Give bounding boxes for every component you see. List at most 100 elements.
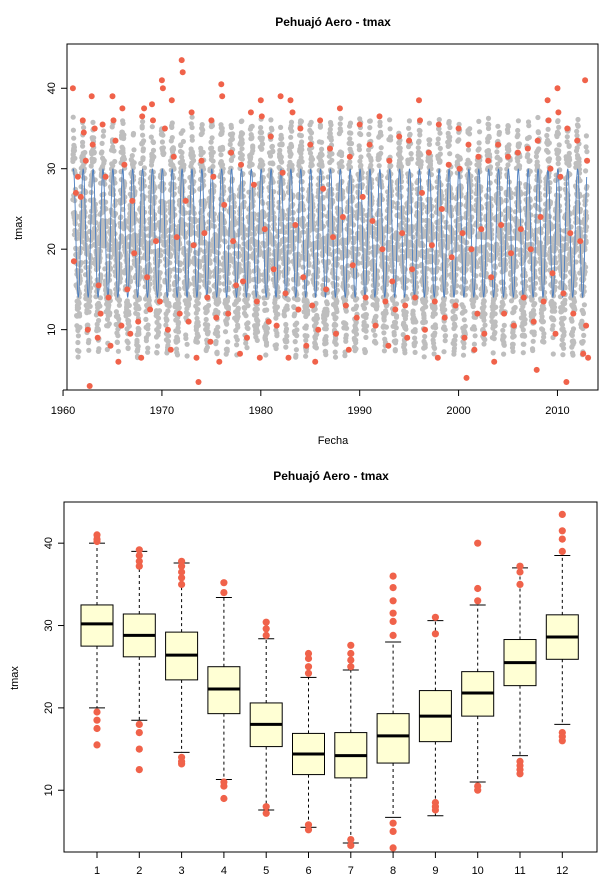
- background-point: [283, 344, 289, 350]
- background-point: [350, 222, 357, 228]
- background-point: [360, 218, 366, 224]
- background-point: [284, 339, 290, 345]
- background-point: [200, 127, 206, 133]
- background-point: [340, 194, 346, 200]
- background-point: [300, 264, 306, 270]
- background-point: [334, 275, 340, 281]
- background-point: [156, 322, 162, 328]
- background-point: [120, 189, 126, 195]
- background-point: [343, 308, 349, 314]
- background-point: [245, 320, 251, 326]
- background-point: [367, 118, 373, 124]
- background-point: [338, 128, 344, 134]
- background-point: [132, 216, 139, 222]
- background-point: [245, 325, 251, 332]
- background-point: [174, 352, 181, 358]
- background-point: [71, 135, 77, 141]
- background-point: [378, 145, 384, 151]
- background-point: [157, 247, 163, 253]
- background-point: [353, 337, 359, 343]
- background-point: [220, 176, 226, 182]
- background-point: [379, 196, 385, 203]
- background-point: [369, 198, 375, 204]
- background-point: [206, 302, 212, 309]
- background-point: [290, 229, 296, 235]
- background-point: [307, 182, 314, 188]
- background-point: [216, 261, 222, 267]
- background-point: [199, 122, 205, 128]
- background-point: [101, 128, 107, 134]
- background-point: [251, 191, 257, 197]
- background-point: [462, 308, 468, 314]
- background-point: [96, 346, 102, 352]
- background-point: [288, 175, 294, 181]
- background-point: [75, 339, 81, 346]
- background-point: [358, 131, 364, 138]
- background-point: [383, 324, 389, 330]
- background-point: [110, 191, 117, 198]
- background-point: [190, 205, 196, 211]
- background-point: [263, 352, 269, 358]
- background-point: [195, 300, 201, 306]
- background-point: [353, 346, 359, 352]
- background-point: [418, 152, 424, 158]
- background-point: [333, 322, 339, 328]
- background-point: [145, 349, 151, 355]
- background-point: [205, 329, 211, 335]
- background-point: [423, 304, 429, 310]
- background-point: [467, 160, 473, 166]
- background-point: [320, 175, 326, 181]
- background-point: [162, 213, 168, 220]
- background-point: [164, 317, 170, 323]
- background-point: [182, 234, 188, 240]
- background-point: [419, 202, 425, 208]
- background-point: [255, 318, 261, 324]
- background-point: [364, 276, 370, 283]
- background-point: [441, 302, 447, 308]
- background-point: [443, 289, 449, 295]
- background-point: [473, 273, 479, 279]
- background-point: [320, 194, 326, 201]
- background-point: [319, 146, 325, 152]
- background-point: [435, 141, 441, 147]
- background-point: [137, 269, 143, 275]
- background-point: [243, 313, 249, 319]
- background-point: [314, 252, 320, 258]
- background-point: [262, 300, 268, 307]
- background-point: [126, 323, 132, 329]
- background-point: [481, 341, 487, 347]
- background-point: [216, 274, 222, 280]
- background-point: [76, 305, 82, 311]
- background-point: [209, 145, 215, 151]
- background-point: [205, 322, 211, 328]
- background-point: [366, 131, 372, 137]
- background-point: [329, 157, 335, 163]
- background-point: [343, 338, 349, 344]
- background-point: [140, 155, 146, 161]
- background-point: [239, 156, 245, 162]
- background-point: [301, 207, 307, 213]
- background-point: [333, 315, 339, 321]
- background-point: [140, 146, 146, 152]
- background-point: [160, 145, 166, 151]
- background-point: [353, 320, 359, 326]
- background-point: [418, 159, 424, 165]
- background-point: [338, 208, 344, 214]
- background-point: [388, 163, 394, 169]
- background-point: [87, 279, 93, 285]
- background-point: [194, 339, 201, 345]
- background-point: [470, 303, 476, 310]
- background-point: [255, 239, 261, 245]
- background-point: [447, 124, 453, 131]
- background-point: [131, 147, 137, 153]
- background-point: [176, 305, 182, 311]
- background-point: [278, 154, 284, 160]
- background-point: [129, 205, 135, 211]
- background-point: [393, 338, 399, 344]
- background-point: [231, 203, 237, 210]
- background-point: [408, 207, 414, 213]
- background-point: [382, 287, 388, 293]
- background-point: [270, 161, 276, 167]
- background-point: [481, 304, 487, 310]
- background-point: [383, 310, 389, 316]
